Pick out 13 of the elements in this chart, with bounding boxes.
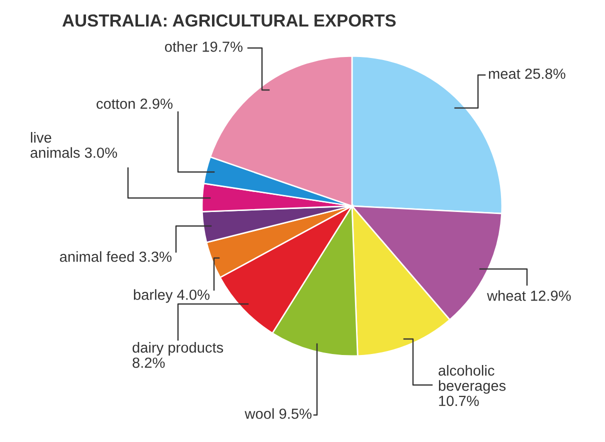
slice-label: cotton 2.9%	[96, 98, 172, 109]
slice-label: barley 4.0%	[134, 289, 210, 303]
slice-label: dairy products	[132, 342, 224, 356]
chart-title: AUSTRALIA: AGRICULTURAL EXPORTS	[62, 14, 396, 27]
slice-label: meat 25.8%	[488, 68, 566, 79]
slice-label: alcoholic beverages	[438, 365, 506, 394]
slice-label: live animals 3.0%	[30, 132, 118, 158]
slice-label: wheat 12.9%	[486, 290, 571, 301]
data-label: 10.7%	[439, 396, 479, 406]
slice-label: other 19.7%	[164, 41, 242, 52]
slice-label: animal feed 3.3%	[60, 251, 172, 262]
slice-label: wool 9.5%	[244, 408, 312, 419]
data-label: 8.2%	[132, 358, 165, 368]
